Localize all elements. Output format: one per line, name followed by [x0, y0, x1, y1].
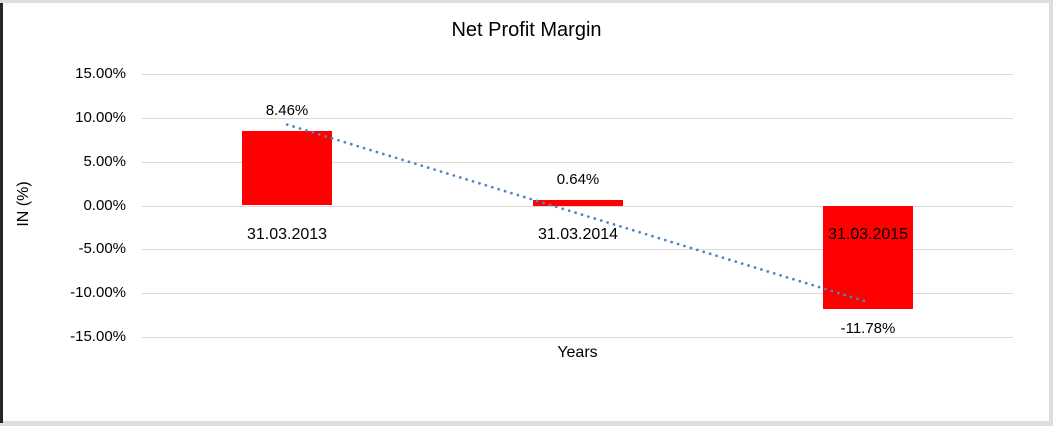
y-tick-label: -5.00%	[78, 240, 126, 257]
window-border-left	[0, 3, 3, 423]
x-axis-title: Years	[557, 344, 598, 361]
window-border-bottom	[0, 421, 1053, 426]
bar-31.03.2015	[823, 206, 913, 309]
chart-title: Net Profit Margin	[451, 19, 602, 41]
y-tick-label: 10.00%	[75, 109, 126, 126]
bar-data-label: 0.64%	[556, 171, 600, 188]
x-category-label: 31.03.2013	[246, 226, 328, 243]
bar-31.03.2013	[242, 131, 332, 205]
x-category-label: 31.03.2014	[537, 226, 619, 243]
window-border-right	[1049, 0, 1053, 426]
gridline	[142, 74, 1013, 75]
bar-data-label: 8.46%	[265, 102, 309, 119]
y-tick-label: -15.00%	[70, 328, 126, 345]
bar-data-label: -11.78%	[840, 320, 896, 337]
y-tick-label: 0.00%	[83, 197, 126, 214]
gridline	[142, 337, 1013, 338]
bar-31.03.2014	[533, 200, 623, 206]
x-category-label: 31.03.2015	[827, 226, 909, 243]
gridline	[142, 118, 1013, 119]
y-tick-label: 5.00%	[83, 153, 126, 170]
window-border-top	[0, 0, 1053, 3]
y-tick-label: -10.00%	[70, 284, 126, 301]
trendline	[285, 123, 870, 304]
y-tick-label: 15.00%	[75, 65, 126, 82]
